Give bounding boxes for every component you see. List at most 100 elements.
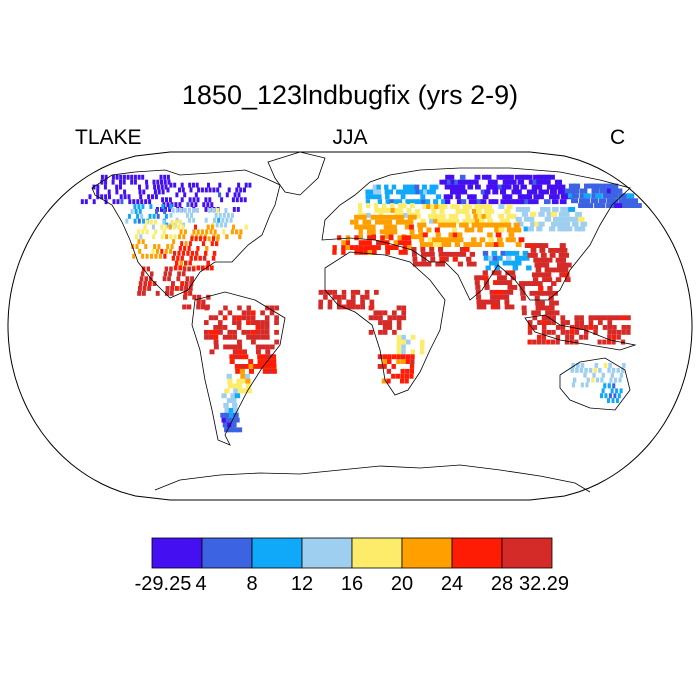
lake-temperature-cell xyxy=(407,245,412,250)
lake-temperature-cell xyxy=(237,349,243,355)
lake-temperature-cell xyxy=(511,260,518,266)
lake-temperature-cell xyxy=(271,364,277,369)
lake-temperature-cell xyxy=(205,265,210,271)
lake-temperature-cell xyxy=(149,219,153,225)
lake-temperature-cell xyxy=(210,241,214,247)
lake-temperature-cell xyxy=(466,218,472,224)
lake-temperature-cell xyxy=(571,193,579,199)
lake-temperature-cell xyxy=(214,212,218,218)
lake-temperature-cell xyxy=(392,224,397,230)
lake-temperature-cell xyxy=(138,286,142,291)
lake-temperature-cell xyxy=(440,237,446,243)
lake-temperature-cell xyxy=(435,194,442,200)
lake-temperature-cell xyxy=(377,364,383,369)
lake-temperature-cell xyxy=(538,211,545,217)
lake-temperature-cell xyxy=(417,199,423,205)
lake-temperature-cell xyxy=(382,310,388,316)
lake-temperature-cell xyxy=(188,217,192,223)
lake-temperature-cell xyxy=(123,189,127,195)
lake-temperature-cell xyxy=(471,261,477,267)
lake-temperature-cell xyxy=(559,272,565,278)
lake-temperature-cell xyxy=(358,208,363,213)
lake-temperature-cell xyxy=(506,204,513,209)
lake-temperature-cell xyxy=(537,334,542,340)
lake-temperature-cell xyxy=(134,209,138,214)
lake-temperature-cell xyxy=(509,270,516,276)
lake-temperature-cell xyxy=(165,197,168,203)
lake-temperature-cell xyxy=(492,222,499,228)
lake-temperature-cell xyxy=(358,234,363,240)
lake-temperature-cell xyxy=(80,199,84,205)
lake-temperature-cell xyxy=(557,216,564,222)
lake-temperature-cell xyxy=(88,194,92,200)
lake-temperature-cell xyxy=(457,232,463,238)
lake-temperature-cell xyxy=(194,202,198,208)
lake-temperature-cell xyxy=(568,188,576,194)
lake-temperature-cell xyxy=(505,270,511,276)
lake-temperature-cell xyxy=(169,266,173,272)
lake-temperature-cell xyxy=(318,304,323,310)
lake-temperature-cell xyxy=(84,199,88,205)
lake-temperature-cell xyxy=(396,325,402,330)
lake-temperature-cell xyxy=(228,412,235,418)
lake-temperature-cell xyxy=(542,243,549,248)
lake-temperature-cell xyxy=(591,188,599,194)
lake-temperature-cell xyxy=(233,407,239,413)
lake-temperature-cell xyxy=(396,315,402,321)
lake-temperature-cell xyxy=(187,246,191,251)
lake-temperature-cell xyxy=(549,300,555,306)
lake-temperature-cell xyxy=(532,272,538,278)
lake-temperature-cell xyxy=(265,349,271,355)
lake-temperature-cell xyxy=(492,199,499,205)
lake-temperature-cell xyxy=(384,234,390,240)
lake-temperature-cell xyxy=(153,184,157,190)
lake-temperature-cell xyxy=(451,251,458,257)
lake-temperature-cell xyxy=(567,193,575,199)
lake-temperature-cell xyxy=(575,211,582,217)
lake-temperature-cell xyxy=(138,189,142,195)
lake-temperature-cell xyxy=(119,174,123,180)
lake-temperature-cell xyxy=(366,219,372,225)
lake-temperature-cell xyxy=(483,275,489,281)
lake-temperature-cell xyxy=(198,255,202,261)
lake-temperature-cell xyxy=(532,252,538,258)
lake-temperature-cell xyxy=(419,237,425,243)
lake-temperature-cell xyxy=(366,203,371,208)
lake-temperature-cell xyxy=(555,334,561,340)
lake-temperature-cell xyxy=(200,187,204,193)
lake-temperature-cell xyxy=(371,245,377,250)
lake-temperature-cell xyxy=(606,198,615,204)
lake-temperature-cell xyxy=(170,219,174,225)
lake-temperature-cell xyxy=(476,242,482,247)
lake-temperature-cell xyxy=(374,208,379,213)
lake-temperature-cell xyxy=(387,224,393,230)
lake-temperature-cell xyxy=(231,212,234,218)
lake-temperature-cell xyxy=(571,363,576,368)
lake-temperature-cell xyxy=(626,325,631,330)
lake-temperature-cell xyxy=(239,364,245,369)
lake-temperature-cell xyxy=(536,174,544,180)
lake-temperature-cell xyxy=(441,199,447,205)
lake-temperature-cell xyxy=(216,208,220,213)
lake-temperature-cell xyxy=(159,174,163,180)
lake-temperature-cell xyxy=(532,315,538,321)
lake-temperature-cell xyxy=(362,224,367,230)
lake-temperature-cell xyxy=(220,197,224,203)
lake-temperature-cell xyxy=(404,378,409,384)
lake-temperature-cell xyxy=(350,289,356,295)
lake-temperature-cell xyxy=(332,294,337,300)
lake-temperature-cell xyxy=(609,377,613,383)
lake-temperature-cell xyxy=(488,199,495,205)
lake-temperature-cell xyxy=(506,227,513,233)
lake-temperature-cell xyxy=(611,334,617,340)
lake-temperature-cell xyxy=(223,305,228,311)
lake-temperature-cell xyxy=(192,182,195,188)
lake-temperature-cell xyxy=(504,199,511,205)
lake-temperature-cell xyxy=(192,217,196,223)
lake-temperature-cell xyxy=(564,339,570,345)
lake-temperature-cell xyxy=(544,267,551,273)
lake-temperature-cell xyxy=(225,234,229,240)
lake-temperature-cell xyxy=(260,334,265,340)
lake-temperature-cell xyxy=(224,388,230,394)
lake-temperature-cell xyxy=(154,229,158,235)
